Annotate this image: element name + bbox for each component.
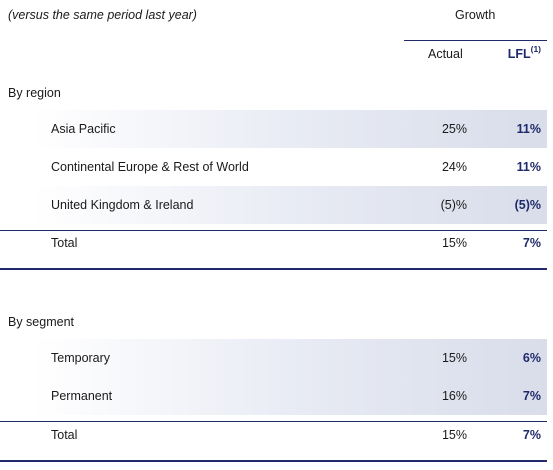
lfl-label: LFL xyxy=(507,47,531,62)
region-row-actual: 24% xyxy=(441,160,467,174)
region-band xyxy=(0,110,547,148)
segment-row-actual: 15% xyxy=(441,351,467,365)
region-row-label: Asia Pacific xyxy=(51,122,116,136)
segment-row-actual: 16% xyxy=(441,389,467,403)
header-divider xyxy=(404,40,547,41)
actual-column-header: Actual xyxy=(428,47,463,61)
region-row-actual: 25% xyxy=(441,122,467,136)
segment-total-rule xyxy=(0,421,547,422)
region-total-lfl: 7% xyxy=(522,236,541,250)
lfl-footnote: (1) xyxy=(530,44,541,54)
region-row-actual: (5)% xyxy=(440,198,467,212)
segment-total-lfl: 7% xyxy=(522,428,541,442)
region-total-actual: 15% xyxy=(441,236,467,250)
region-total-label: Total xyxy=(51,236,78,250)
region-row-label: United Kingdom & Ireland xyxy=(51,198,194,212)
segment-row-label: Permanent xyxy=(51,389,113,403)
segment-bottom-rule xyxy=(0,460,547,462)
segment-total-actual: 15% xyxy=(441,428,467,442)
segment-row-lfl: 6% xyxy=(522,351,541,365)
region-row-lfl: 11% xyxy=(516,160,541,174)
period-note: (versus the same period last year) xyxy=(8,8,197,22)
region-row-lfl: (5)% xyxy=(514,198,541,212)
region-total-rule xyxy=(0,230,547,231)
lfl-column-header: LFL(1) xyxy=(507,44,541,62)
region-section-title: By region xyxy=(8,86,61,100)
segment-band xyxy=(0,339,547,377)
region-row-lfl: 11% xyxy=(516,122,541,136)
segment-section-title: By segment xyxy=(8,315,75,329)
growth-header: Growth xyxy=(455,8,496,22)
region-band xyxy=(0,186,547,224)
segment-row-lfl: 7% xyxy=(522,389,541,403)
segment-band xyxy=(0,377,547,415)
region-row-label: Continental Europe & Rest of World xyxy=(51,160,249,174)
region-bottom-rule xyxy=(0,268,547,270)
segment-total-label: Total xyxy=(51,428,78,442)
segment-row-label: Temporary xyxy=(51,351,111,365)
